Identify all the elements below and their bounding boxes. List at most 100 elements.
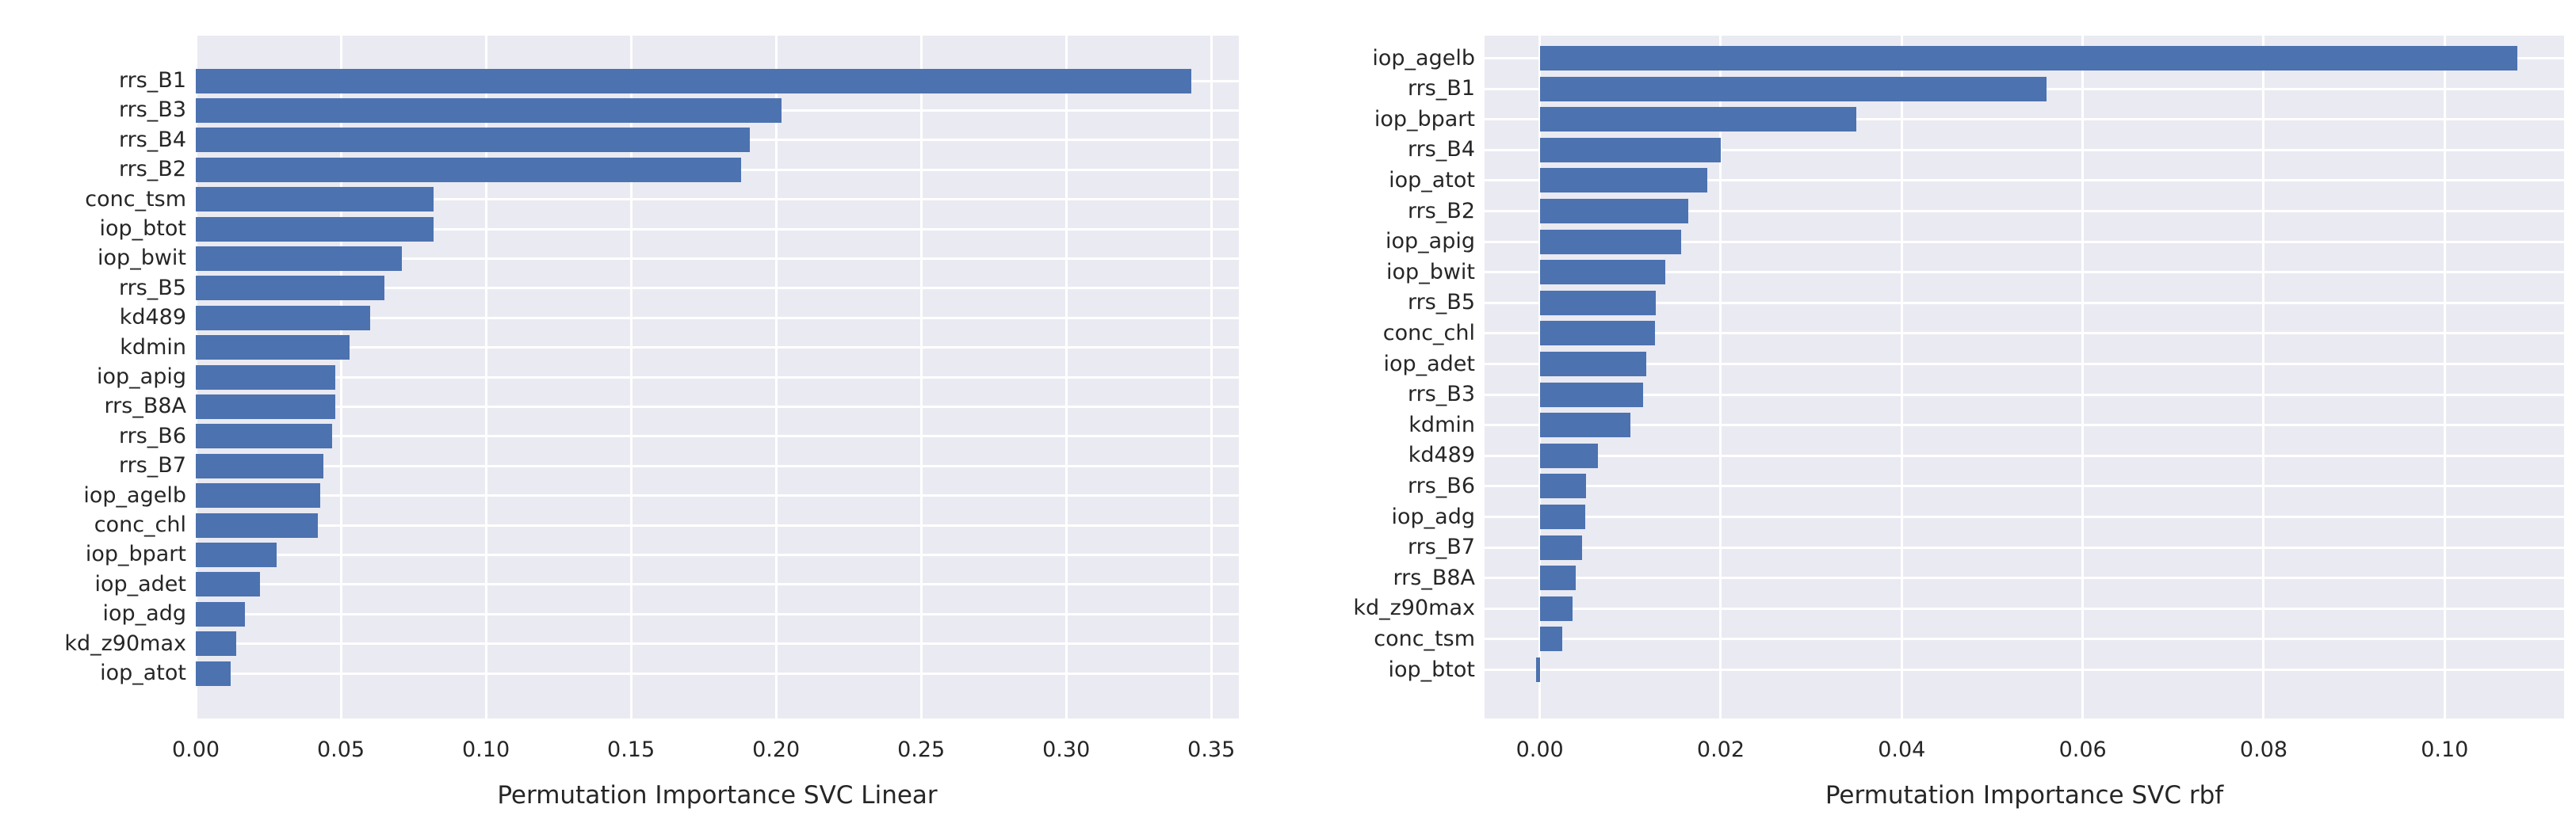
y-tick-label: iop_btot	[99, 216, 187, 241]
bar-conc_chl	[1539, 321, 1655, 346]
y-gridline	[196, 227, 1239, 231]
y-gridline	[1485, 332, 2564, 335]
x-gridline	[2262, 36, 2265, 718]
bar-iop_bwit	[196, 246, 402, 271]
bar-rrs_B6	[1539, 474, 1586, 499]
y-tick-label: rrs_B3	[1408, 382, 1475, 407]
y-tick-label: iop_apig	[1385, 229, 1475, 254]
bar-rrs_B7	[1539, 535, 1583, 560]
y-tick-label: rrs_B2	[1408, 198, 1475, 223]
bar-rrs_B3	[1539, 382, 1643, 407]
y-tick-label: iop_bwit	[1386, 259, 1475, 284]
y-gridline	[196, 435, 1239, 438]
y-tick-label: conc_chl	[94, 513, 186, 537]
x-gridline	[2081, 36, 2085, 718]
y-gridline	[196, 287, 1239, 290]
y-gridline	[196, 198, 1239, 201]
y-tick-label: iop_agelb	[1372, 45, 1475, 71]
y-gridline	[1485, 546, 2564, 549]
y-gridline	[1485, 454, 2564, 457]
x-tick-label: 0.08	[2239, 737, 2288, 762]
y-tick-label: iop_adet	[1383, 351, 1475, 376]
bar-rrs_B5	[1539, 290, 1656, 315]
bar-iop_btot	[196, 216, 434, 242]
y-gridline	[1485, 271, 2564, 274]
bar-iop_apig	[1539, 229, 1681, 254]
bar-rrs_B8A	[196, 394, 335, 419]
y-gridline	[1485, 301, 2564, 304]
y-tick-label: iop_btot	[1388, 657, 1476, 682]
y-tick-label: kd_z90max	[1353, 596, 1475, 621]
y-tick-label: iop_agelb	[83, 482, 186, 508]
y-tick-label: rrs_B8A	[104, 394, 186, 419]
x-tick-label: 0.15	[607, 737, 655, 762]
y-tick-label: rrs_B5	[1408, 290, 1475, 315]
bar-rrs_B7	[196, 453, 324, 478]
y-tick-label: rrs_B8A	[1393, 565, 1475, 590]
y-tick-label: rrs_B2	[119, 157, 186, 182]
y-tick-label: kd489	[119, 305, 186, 330]
bar-rrs_B6	[196, 424, 333, 449]
y-tick-label: iop_adg	[1391, 504, 1475, 529]
y-tick-label: conc_chl	[1382, 320, 1475, 345]
x-gridline	[1538, 36, 1542, 718]
y-tick-label: rrs_B5	[119, 275, 186, 300]
y-gridline	[1485, 118, 2564, 121]
y-gridline	[196, 494, 1239, 497]
y-tick-label: conc_tsm	[1374, 626, 1475, 651]
y-tick-label: rrs_B4	[1408, 137, 1475, 162]
y-gridline	[196, 672, 1239, 675]
y-tick-label: rrs_B6	[119, 423, 186, 448]
y-gridline	[196, 553, 1239, 556]
x-tick-label: 0.00	[1515, 737, 1564, 762]
y-gridline	[1485, 516, 2564, 518]
y-tick-label: rrs_B4	[119, 127, 186, 152]
y-tick-label: rrs_B6	[1408, 473, 1475, 498]
y-tick-label: rrs_B3	[119, 97, 186, 123]
bar-kd489	[196, 305, 370, 330]
y-tick-label: kd_z90max	[64, 631, 186, 656]
bar-rrs_B1	[196, 68, 1191, 93]
bar-rrs_B2	[196, 157, 742, 182]
bar-rrs_B4	[196, 128, 751, 153]
bar-iop_adet	[1539, 352, 1647, 376]
bar-iop_atot	[1539, 168, 1707, 193]
bar-conc_chl	[196, 513, 318, 538]
svc-rbf-plot-area	[1485, 36, 2564, 718]
x-tick-label: 0.06	[2058, 737, 2107, 762]
x-tick-label: 0.00	[171, 737, 220, 762]
y-tick-label: kd489	[1408, 443, 1475, 468]
y-gridline	[196, 524, 1239, 527]
y-gridline	[1485, 485, 2564, 488]
bar-iop_atot	[196, 661, 231, 686]
bar-iop_adg	[196, 601, 246, 627]
bar-iop_bpart	[196, 542, 277, 567]
svc-linear-plot-area	[196, 36, 1239, 718]
x-tick-label: 0.04	[1878, 737, 1926, 762]
bar-iop_bwit	[1539, 260, 1666, 285]
x-gridline	[2443, 36, 2446, 718]
bar-iop_adg	[1539, 505, 1585, 529]
y-tick-label: iop_bpart	[1374, 106, 1475, 131]
bar-iop_agelb	[196, 483, 321, 509]
x-gridline	[1900, 36, 1903, 718]
svc-rbf-x-axis-title: Permutation Importance SVC rbf	[1825, 781, 2224, 810]
y-gridline	[196, 612, 1239, 615]
y-tick-label: iop_atot	[100, 661, 186, 685]
y-tick-label: rrs_B7	[119, 453, 186, 478]
y-tick-label: rrs_B7	[1408, 535, 1475, 560]
y-gridline	[1485, 240, 2564, 243]
bar-iop_apig	[196, 364, 335, 390]
bar-iop_adet	[196, 572, 260, 597]
y-gridline	[1485, 424, 2564, 427]
y-tick-label: iop_atot	[1389, 167, 1475, 192]
y-tick-label: kdmin	[120, 334, 186, 360]
x-tick-label: 0.02	[1696, 737, 1745, 762]
y-gridline	[1485, 577, 2564, 580]
bar-iop_agelb	[1539, 46, 2517, 71]
bar-kd_z90max	[1539, 596, 1573, 621]
y-gridline	[1485, 179, 2564, 182]
y-tick-label: iop_adet	[94, 571, 186, 596]
x-tick-label: 0.25	[897, 737, 946, 762]
